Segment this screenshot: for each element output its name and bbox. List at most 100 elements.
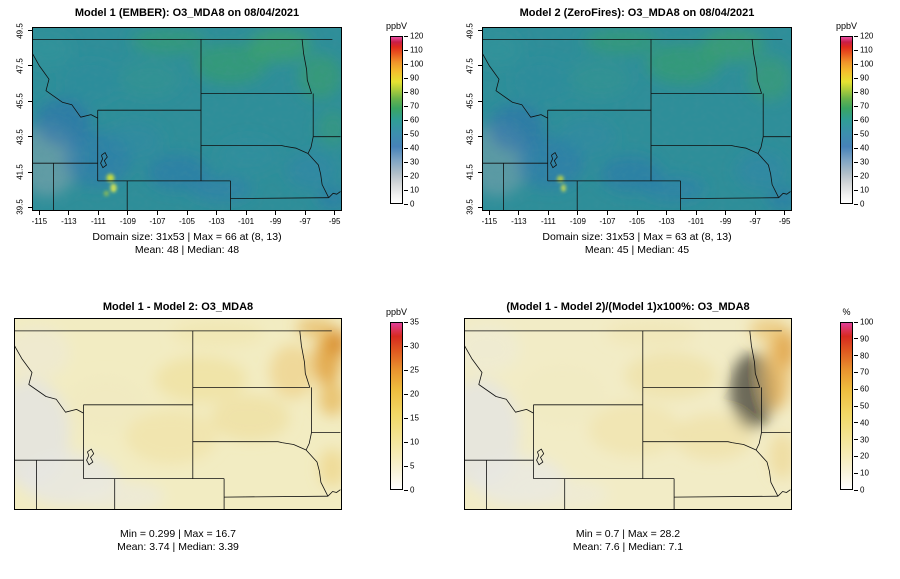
- y-axis-tick-label: 43.5: [465, 128, 475, 145]
- colorbar-tick: [854, 105, 858, 107]
- colorbar-tick: [854, 63, 858, 65]
- colorbar-tick-label: 15: [410, 413, 419, 423]
- colorbar-tick-label: 25: [410, 365, 419, 375]
- colorbar-tick: [854, 203, 858, 205]
- panel2-stats-line2: Mean: 45 | Median: 45: [584, 243, 690, 256]
- y-axis-tick: [28, 171, 32, 173]
- y-axis-tick: [478, 65, 482, 67]
- y-axis-tick-label: 41.5: [15, 164, 25, 180]
- colorbar-tick: [854, 161, 858, 163]
- x-axis-tick-label: -99: [269, 217, 282, 226]
- y-axis-tick-label: 49.5: [465, 22, 475, 39]
- colorbar-tick-label: 20: [410, 171, 419, 181]
- colorbar-unit-label: ppbV: [385, 307, 408, 317]
- colorbar-tick-label: 120: [860, 31, 874, 41]
- colorbar-tick: [404, 35, 408, 37]
- y-axis-tick: [478, 206, 482, 208]
- x-axis-tick-label: -109: [119, 217, 136, 226]
- x-axis-tick-label: -113: [61, 217, 77, 226]
- colorbar-tick: [404, 133, 408, 135]
- colorbar-tick: [854, 472, 858, 474]
- panel3-title: Model 1 - Model 2: O3_MDA8: [102, 301, 254, 313]
- y-axis-tick-label: 39.5: [465, 199, 475, 216]
- y-axis-tick: [28, 30, 32, 32]
- panel2-map: [482, 27, 792, 211]
- colorbar-tick-label: 110: [410, 45, 423, 55]
- colorbar-unit-label: %: [842, 307, 851, 317]
- colorbar-tick: [854, 35, 858, 37]
- colorbar-tick-label: 50: [860, 129, 869, 139]
- colorbar-tick-label: 80: [410, 87, 419, 97]
- colorbar-tick: [854, 189, 858, 191]
- y-axis-tick-label: 49.5: [15, 22, 25, 39]
- colorbar-gradient: [840, 36, 853, 204]
- panel4-stats: Min = 0.7 | Max = 28.2 Mean: 7.6 | Media…: [573, 528, 683, 553]
- colorbar-tick: [404, 77, 408, 79]
- y-axis-tick: [28, 65, 32, 67]
- x-axis-tick: [304, 211, 306, 215]
- colorbar-tick-label: 100: [860, 59, 874, 69]
- x-axis-tick: [127, 211, 129, 215]
- x-axis-tick-label: -97: [749, 217, 761, 226]
- panel3-map: [14, 318, 342, 510]
- colorbar-tick-label: 35: [410, 317, 419, 327]
- colorbar-tick-label: 80: [860, 351, 869, 361]
- colorbar-tick-label: 40: [410, 143, 419, 153]
- panel1-stats: Domain size: 31x53 | Max = 66 at (8, 13)…: [92, 231, 281, 256]
- colorbar-tick-label: 5: [410, 461, 415, 471]
- panel2-stats-line1: Domain size: 31x53 | Max = 63 at (8, 13): [542, 231, 732, 243]
- x-axis-tick-label: -95: [778, 217, 791, 226]
- colorbar-gradient: [390, 36, 403, 204]
- colorbar-tick-label: 90: [410, 73, 419, 83]
- panel1-map: [32, 27, 342, 211]
- x-axis-tick-label: -99: [719, 217, 732, 226]
- y-axis-tick: [478, 171, 482, 173]
- colorbar-tick-label: 50: [860, 401, 869, 411]
- colorbar-tick: [404, 63, 408, 65]
- x-axis-tick-label: -103: [208, 217, 225, 226]
- x-axis-tick-label: -105: [628, 217, 646, 226]
- y-axis-tick-label: 41.5: [465, 164, 475, 180]
- x-axis-tick-label: -115: [31, 217, 48, 226]
- colorbar-tick: [854, 439, 858, 441]
- x-axis-tick-label: -109: [569, 217, 586, 226]
- x-axis-tick-label: -95: [328, 217, 341, 226]
- colorbar-tick-label: 10: [860, 468, 869, 478]
- x-axis-tick: [245, 211, 247, 215]
- colorbar-tick-label: 0: [410, 199, 415, 209]
- y-axis-tick: [28, 206, 32, 208]
- y-axis-tick-label: 45.5: [465, 93, 475, 110]
- x-axis-tick: [38, 211, 40, 215]
- colorbar-tick: [404, 119, 408, 121]
- x-axis-tick: [488, 211, 490, 215]
- colorbar-tick: [854, 133, 858, 135]
- panel3-map-canvas: [14, 318, 342, 510]
- panel4-stats-line2: Mean: 7.6 | Median: 7.1: [572, 540, 684, 553]
- panel1-title: Model 1 (EMBER): O3_MDA8 on 08/04/2021: [74, 7, 300, 19]
- panel2-title: Model 2 (ZeroFires): O3_MDA8 on 08/04/20…: [519, 7, 755, 19]
- y-axis-tick: [478, 100, 482, 102]
- colorbar-gradient: [840, 322, 853, 490]
- x-axis-tick: [636, 211, 638, 215]
- x-axis-tick: [695, 211, 697, 215]
- colorbar-tick-label: 70: [860, 101, 869, 111]
- y-axis-tick-label: 43.5: [15, 128, 25, 145]
- colorbar-tick-label: 20: [410, 389, 419, 399]
- colorbar-tick: [854, 422, 858, 424]
- colorbar-tick-label: 0: [860, 485, 865, 495]
- colorbar-tick-label: 20: [860, 171, 869, 181]
- colorbar-tick: [404, 321, 408, 323]
- colorbar-tick-label: 60: [410, 115, 419, 125]
- colorbar-tick-label: 120: [410, 31, 424, 41]
- colorbar-tick-label: 10: [410, 185, 419, 195]
- panel1-stats-line1: Domain size: 31x53 | Max = 66 at (8, 13): [92, 231, 282, 243]
- colorbar-tick: [404, 49, 408, 51]
- colorbar-tick-label: 90: [860, 73, 869, 83]
- colorbar-tick: [854, 371, 858, 373]
- colorbar-tick: [854, 355, 858, 357]
- colorbar-tick-label: 30: [410, 341, 419, 351]
- x-axis-tick: [577, 211, 579, 215]
- x-axis-tick-label: -115: [481, 217, 498, 226]
- colorbar-gradient: [390, 322, 403, 490]
- y-axis-tick-label: 47.5: [15, 58, 25, 74]
